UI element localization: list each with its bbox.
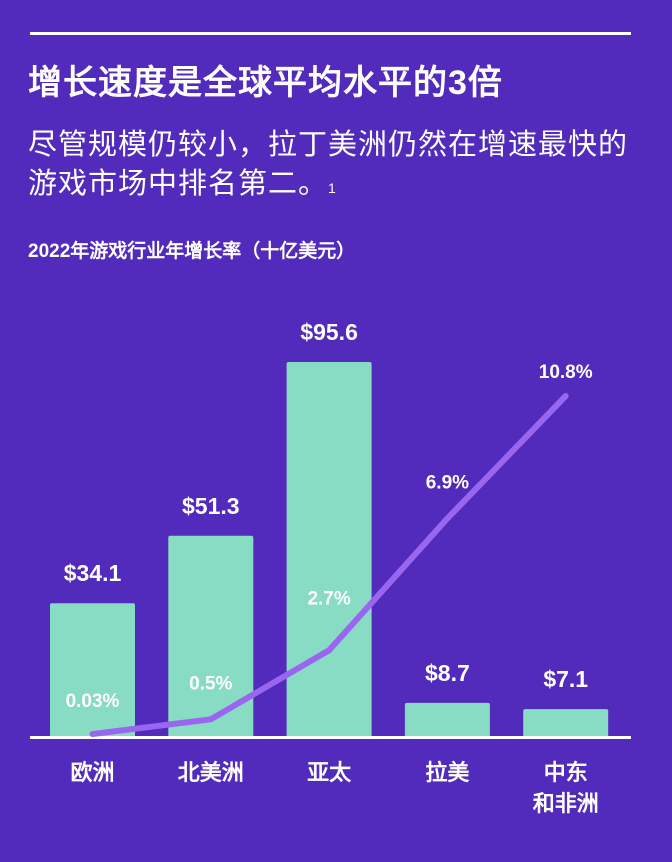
footnote-marker: 1 [328, 180, 337, 196]
x-tick-label: 北美洲 [178, 760, 244, 785]
growth-rate-label: 6.9% [426, 472, 469, 493]
bar [523, 709, 609, 737]
bar-value-label: $8.7 [425, 660, 470, 686]
x-axis-baseline [30, 736, 631, 739]
bar-value-label: $95.6 [300, 319, 358, 345]
subtitle-text: 尽管规模仍较小，拉丁美洲仍然在增速最快的游戏市场中排名第二。 [28, 129, 629, 200]
chart-title: 2022年游戏行业年增长率（十亿美元） [28, 241, 356, 262]
bar [168, 535, 254, 737]
top-rule [30, 32, 631, 35]
x-tick-label: 和非洲 [533, 791, 599, 816]
x-tick-label: 拉美 [425, 760, 470, 785]
x-tick-label: 欧洲 [70, 760, 114, 785]
bar-value-label: $51.3 [182, 493, 240, 519]
bar [404, 702, 490, 737]
bar [286, 362, 372, 737]
growth-rate-label: 0.03% [66, 691, 120, 712]
page-subtitle: 尽管规模仍较小，拉丁美洲仍然在增速最快的游戏市场中排名第二。1 [28, 126, 648, 204]
bar [50, 603, 135, 737]
growth-rate-label: 2.7% [307, 588, 350, 609]
growth-rate-label: 0.5% [189, 673, 232, 694]
x-tick-label: 亚太 [307, 760, 352, 785]
bar-value-label: $34.1 [64, 560, 122, 586]
growth-rate-label: 10.8% [539, 362, 593, 383]
page-title: 增长速度是全球平均水平的3倍 [28, 64, 503, 102]
bar-value-label: $7.1 [543, 666, 588, 692]
x-tick-label: 中东 [544, 760, 588, 785]
